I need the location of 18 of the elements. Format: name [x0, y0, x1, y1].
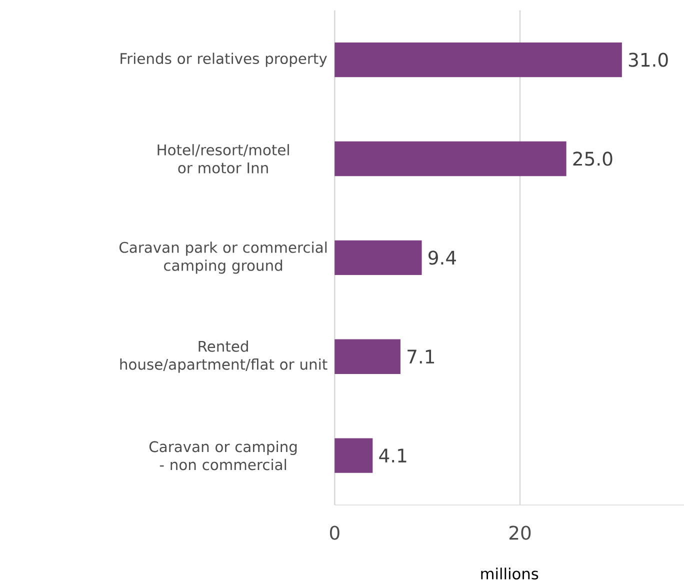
data-label: 31.0 — [628, 52, 668, 67]
data-label: 7.1 — [408, 350, 434, 364]
bar — [334, 42, 622, 78]
bar — [334, 240, 422, 276]
bar — [334, 339, 400, 374]
y-tick-label: Caravan park or commercial camping ground — [119, 242, 327, 274]
y-tick-label: Rented house/apartment/flat or unit — [120, 340, 328, 373]
data-label: 25.0 — [573, 152, 612, 166]
data-label: 4.1 — [379, 448, 406, 462]
y-tick-label: Hotel/resort/motel or motor Inn — [158, 144, 289, 174]
bar — [334, 438, 373, 473]
bar — [334, 141, 566, 176]
y-tick-label: Caravan or camping - non commercial — [149, 440, 297, 470]
y-tick-label: Friends or relatives property — [120, 52, 327, 67]
x-axis-title: millions — [481, 568, 538, 580]
data-label: 9.4 — [428, 250, 456, 265]
x-tick-label: 20 — [509, 526, 531, 540]
x-tick-label: 0 — [330, 526, 340, 540]
